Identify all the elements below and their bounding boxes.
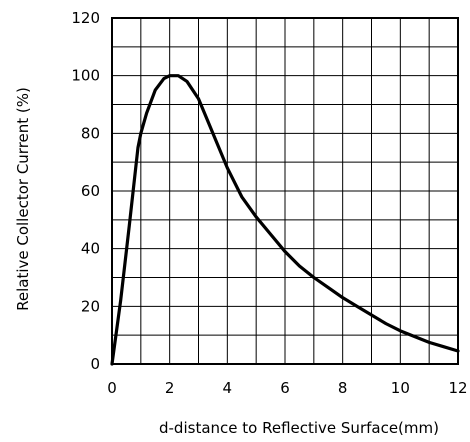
- y-tick-label-0: 0: [90, 355, 100, 373]
- series-line-0: [110, 74, 460, 366]
- y-axis-title: Relative Collector Current (%): [14, 87, 32, 311]
- y-tick-label-80: 80: [81, 124, 100, 142]
- y-tick-label-100: 100: [71, 67, 100, 85]
- x-tick-label-8: 8: [338, 379, 348, 397]
- plot-frame: [111, 17, 459, 365]
- x-tick-label-10: 10: [391, 379, 410, 397]
- y-tick-label-40: 40: [81, 240, 100, 258]
- y-tick-label-120: 120: [71, 9, 100, 27]
- x-tick-labels: 0 2 4 6 8 10 12: [107, 379, 467, 397]
- x-tick-label-4: 4: [223, 379, 233, 397]
- x-axis-title: d-distance to Reflective Surface(mm): [159, 419, 439, 437]
- x-tick-label-0: 0: [107, 379, 117, 397]
- x-tick-label-6: 6: [280, 379, 290, 397]
- y-tick-label-60: 60: [81, 182, 100, 200]
- y-tick-label-20: 20: [81, 297, 100, 315]
- x-tick-label-12: 12: [448, 379, 467, 397]
- series-layer: [110, 74, 460, 366]
- x-tick-label-2: 2: [165, 379, 175, 397]
- y-tick-labels: 0 20 40 60 80 100 120: [71, 9, 100, 373]
- minor-grid: [112, 18, 458, 364]
